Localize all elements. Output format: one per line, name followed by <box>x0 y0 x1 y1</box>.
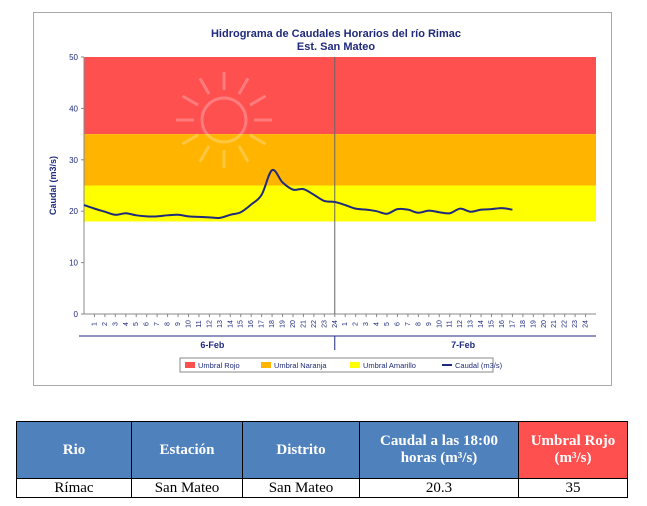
x-tick-label: 14 <box>227 320 234 328</box>
x-tick-label: 14 <box>478 320 485 328</box>
chart-title: Hidrograma de Caudales Horarios del río … <box>211 28 461 40</box>
series-line-caudal <box>83 168 513 220</box>
day-label: 6-Feb <box>200 340 225 350</box>
header-estacion: Estación <box>131 421 243 479</box>
x-tick-label: 10 <box>185 320 192 328</box>
x-tick-label: 11 <box>447 320 454 327</box>
cell-caudal: 20.3 <box>359 478 519 498</box>
header-caudal: Caudal a las 18:00 horas (m³/s) <box>359 421 519 479</box>
x-tick-label: 24 <box>332 320 339 328</box>
chart-frame: Hidrograma de Caudales Horarios del río … <box>33 12 612 386</box>
x-tick-label: 21 <box>300 320 307 328</box>
x-tick-label: 9 <box>175 322 182 326</box>
x-tick-label: 17 <box>259 320 266 328</box>
x-tick-label: 1 <box>91 322 98 326</box>
x-tick-label: 6 <box>394 322 401 326</box>
sun-watermark-icon <box>176 72 272 168</box>
y-tick-label: 40 <box>69 104 78 113</box>
x-tick-label: 16 <box>248 320 255 328</box>
legend-box <box>179 357 494 373</box>
x-tick-label: 4 <box>123 322 130 326</box>
x-tick-label: 20 <box>290 320 297 328</box>
x-tick-label: 19 <box>530 320 537 328</box>
band-umbral-naranja <box>84 134 596 186</box>
cell-distrito: San Mateo <box>242 478 360 498</box>
legend-swatch <box>350 362 360 368</box>
legend-label: Caudal (m3/s) <box>455 361 503 370</box>
x-tick-label: 15 <box>238 320 245 328</box>
x-tick-label: 12 <box>457 320 464 328</box>
x-tick-label: 13 <box>217 320 224 328</box>
x-tick-label: 4 <box>374 322 381 326</box>
legend-label: Umbral Naranja <box>274 361 327 370</box>
cell-rio: Rímac <box>16 478 132 498</box>
x-tick-label: 5 <box>133 322 140 326</box>
legend-label: Umbral Rojo <box>198 361 240 370</box>
x-tick-label: 2 <box>102 322 109 326</box>
header-umbral-rojo: Umbral Rojo (m³/s) <box>518 421 628 479</box>
x-tick-label: 6 <box>144 322 151 326</box>
header-distrito: Distrito <box>242 421 360 479</box>
y-tick-label: 20 <box>69 207 78 216</box>
x-tick-label: 18 <box>520 320 527 328</box>
x-tick-label: 20 <box>541 320 548 328</box>
x-tick-label: 7 <box>405 322 412 326</box>
x-tick-label: 2 <box>353 322 360 326</box>
x-tick-label: 1 <box>342 322 349 326</box>
x-tick-label: 13 <box>468 320 475 328</box>
x-tick-label: 23 <box>572 320 579 328</box>
x-tick-label: 7 <box>154 322 161 326</box>
x-tick-label: 18 <box>269 320 276 328</box>
y-axis-label: Caudal (m3/s) <box>48 156 58 215</box>
day-label: 7-Feb <box>451 340 476 350</box>
summary-table: Rio Estación Distrito Caudal a las 18:00… <box>16 421 628 498</box>
x-tick-label: 5 <box>384 322 391 326</box>
x-tick-label: 10 <box>436 320 443 328</box>
x-tick-label: 11 <box>196 320 203 327</box>
x-tick-label: 12 <box>206 320 213 328</box>
band-umbral-rojo <box>84 57 596 135</box>
x-tick-label: 8 <box>165 322 172 326</box>
x-tick-label: 19 <box>280 320 287 328</box>
x-tick-label: 9 <box>426 322 433 326</box>
x-tick-label: 16 <box>499 320 506 328</box>
hydrograph-chart: Hidrograma de Caudales Horarios del río … <box>48 28 596 373</box>
legend-swatch <box>261 362 271 368</box>
cell-umbral-rojo: 35 <box>518 478 628 498</box>
cell-estacion: San Mateo <box>131 478 243 498</box>
legend-label: Umbral Amarillo <box>363 361 416 370</box>
x-tick-label: 17 <box>509 320 516 328</box>
header-rio: Rio <box>16 421 132 479</box>
y-tick-label: 30 <box>69 156 78 165</box>
x-tick-label: 23 <box>321 320 328 328</box>
x-tick-label: 3 <box>112 322 119 326</box>
x-tick-label: 22 <box>562 320 569 328</box>
x-tick-label: 22 <box>311 320 318 328</box>
x-tick-label: 8 <box>415 322 422 326</box>
x-tick-label: 3 <box>363 322 370 326</box>
y-tick-label: 10 <box>69 259 78 268</box>
chart-subtitle: Est. San Mateo <box>297 41 376 53</box>
summary-header-row: Rio Estación Distrito Caudal a las 18:00… <box>16 421 628 479</box>
summary-data-row: Rímac San Mateo San Mateo 20.3 35 <box>16 478 628 498</box>
x-tick-label: 24 <box>583 320 590 328</box>
x-tick-label: 21 <box>551 320 558 328</box>
x-tick-label: 15 <box>489 320 496 328</box>
y-tick-label: 50 <box>69 53 78 62</box>
y-tick-label: 0 <box>74 310 79 319</box>
legend-swatch <box>185 362 195 368</box>
